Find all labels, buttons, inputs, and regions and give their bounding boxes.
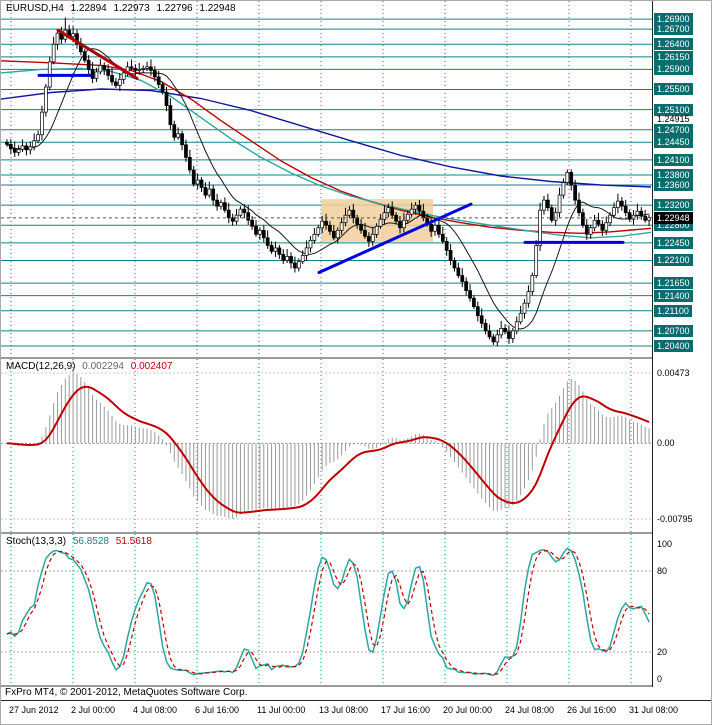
time-label: 4 Jul 08:00	[133, 705, 178, 715]
stoch-name: Stoch(13,3,3)	[6, 536, 67, 547]
price-level-label: 1.26400	[654, 38, 693, 50]
time-label: 26 Jul 16:00	[567, 705, 617, 715]
macd-signal-line	[6, 385, 650, 514]
price-level-label: 1.21100	[654, 305, 692, 317]
stoch-k-line	[6, 547, 650, 677]
time-label: 11 Jul 00:00	[257, 705, 306, 715]
close-value: 1.22948	[199, 3, 236, 14]
price-level-label: 1.26700	[654, 23, 693, 35]
high-value: 1.22973	[113, 3, 150, 14]
price-level-label: 1.22100	[654, 254, 693, 266]
time-label: 13 Jul 08:00	[319, 705, 369, 715]
open-value: 1.22894	[70, 3, 107, 14]
time-label: 17 Jul 16:00	[381, 705, 431, 715]
ma-slow-blue	[1, 88, 652, 188]
ma-medium-teal	[1, 67, 652, 239]
stochastic-chart[interactable]	[1, 534, 652, 685]
time-label: 2 Jul 00:00	[71, 705, 116, 715]
stochastic-panel[interactable]: Stoch(13,3,3) 56.8528 51.5618	[1, 534, 652, 687]
price-level-label: 1.26150	[654, 51, 693, 63]
time-label: 6 Jul 16:00	[195, 705, 240, 715]
price-chart-panel[interactable]: EURUSD,H4 1.22894 1.22973 1.22796 1.2294…	[1, 1, 652, 359]
stoch-signal-value: 51.5618	[115, 536, 152, 547]
price-level-label: 1.24450	[654, 136, 693, 148]
stoch-axis-label: 80	[657, 566, 668, 576]
candlestick-chart[interactable]	[1, 1, 652, 357]
price-level-label: 1.22450	[654, 237, 693, 249]
time-axis[interactable]: 27 Jun 2012 2 Jul 00:00 4 Jul 08:00 6 Jul 1…	[1, 700, 711, 724]
stochastic-indicator-label: Stoch(13,3,3) 56.8528 51.5618	[6, 536, 156, 547]
price-level-label: 1.25900	[654, 63, 693, 75]
low-value: 1.22796	[156, 3, 193, 14]
price-level-label: 1.24100	[654, 154, 693, 166]
price-level-label: 1.20700	[654, 325, 693, 337]
stoch-d-line	[6, 549, 650, 676]
time-label: 31 Jul 08:00	[629, 705, 679, 715]
price-tick-label: 1.24915	[657, 114, 690, 124]
price-level-label: 1.20400	[654, 340, 693, 352]
price-level-label: 1.26900	[654, 13, 693, 25]
down-trendline	[56, 28, 139, 80]
stoch-axis-label: 100	[657, 539, 673, 549]
stoch-axis-label: 0	[657, 674, 663, 684]
price-level-label: 1.23200	[654, 199, 693, 211]
time-label: 27 Jun 2012	[9, 705, 59, 715]
price-level-label: 1.24700	[654, 124, 693, 136]
macd-axis-min: -0.00795	[657, 514, 693, 524]
price-level-label: 1.23600	[654, 179, 693, 191]
price-axis[interactable]: 1.26900 1.26700 1.26400 1.26150 1.25900 1.255…	[652, 1, 711, 687]
price-level-label: 1.25100	[654, 104, 693, 116]
price-level-label: 1.23800	[654, 169, 693, 181]
time-label: 20 Jul 00:00	[443, 705, 493, 715]
time-label: 24 Jul 08:00	[505, 705, 555, 715]
macd-axis-zero: 0.00	[657, 438, 675, 448]
chart-title: EURUSD,H4 1.22894 1.22973 1.22796 1.2294…	[6, 3, 240, 14]
triangle-support-line	[317, 202, 473, 275]
stoch-axis-label: 20	[657, 647, 668, 657]
price-level-label: 1.21650	[654, 277, 693, 289]
price-level-label: 1.21400	[654, 290, 693, 302]
macd-chart[interactable]	[1, 359, 652, 532]
symbol-timeframe-label: EURUSD,H4	[6, 3, 64, 14]
candlesticks	[5, 17, 651, 347]
copyright-text: FxPro MT4, © 2001-2012, MetaQuotes Softw…	[5, 687, 248, 698]
macd-axis-max: 0.00473	[657, 368, 690, 378]
copyright-bar: FxPro MT4, © 2001-2012, MetaQuotes Softw…	[1, 687, 711, 700]
price-level-label: 1.25500	[654, 83, 693, 95]
macd-signal-value: 0.002407	[130, 361, 173, 372]
macd-main-value: 0.002294	[82, 361, 124, 372]
current-price-label: 1.22948	[654, 212, 693, 224]
macd-name: MACD(12,26,9)	[6, 361, 76, 372]
macd-panel[interactable]: MACD(12,26,9) 0.002294 0.002407	[1, 359, 652, 534]
stoch-main-value: 56.8528	[72, 536, 109, 547]
macd-indicator-label: MACD(12,26,9) 0.002294 0.002407	[6, 361, 176, 372]
